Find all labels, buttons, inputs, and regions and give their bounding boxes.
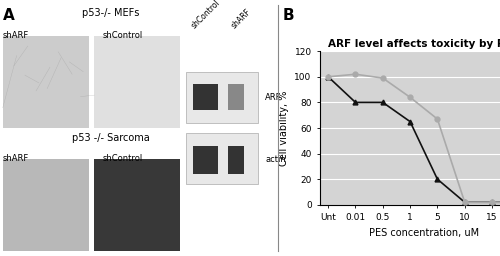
FancyBboxPatch shape <box>3 36 89 128</box>
Text: p53 -/- Sarcoma: p53 -/- Sarcoma <box>72 133 150 143</box>
Text: shControl: shControl <box>102 31 143 40</box>
Text: A: A <box>3 8 14 23</box>
shControl <box>489 201 495 204</box>
Text: shControl: shControl <box>102 154 143 163</box>
FancyBboxPatch shape <box>186 133 258 184</box>
shARF <box>352 73 358 76</box>
FancyBboxPatch shape <box>193 84 218 110</box>
shARF <box>407 96 413 99</box>
X-axis label: PES concentration, uM: PES concentration, uM <box>368 228 479 238</box>
shARF <box>325 75 331 78</box>
FancyBboxPatch shape <box>94 159 180 251</box>
shControl <box>380 101 386 104</box>
FancyBboxPatch shape <box>3 159 89 251</box>
shARF <box>380 77 386 80</box>
shARF <box>489 201 495 204</box>
Text: shARF: shARF <box>3 31 29 40</box>
FancyBboxPatch shape <box>94 36 180 128</box>
shControl <box>325 75 331 78</box>
Text: B: B <box>282 8 294 23</box>
shControl <box>462 201 468 204</box>
FancyBboxPatch shape <box>186 72 258 123</box>
Line: shControl: shControl <box>326 74 500 205</box>
Text: shControl: shControl <box>189 0 222 31</box>
shControl <box>407 120 413 123</box>
Title: ARF level affects toxicity by PES: ARF level affects toxicity by PES <box>328 39 500 49</box>
Text: shARF: shARF <box>230 7 253 31</box>
Text: p53-/- MEFs: p53-/- MEFs <box>82 8 140 18</box>
shARF <box>462 201 468 204</box>
Y-axis label: Cell viability, %: Cell viability, % <box>279 90 289 166</box>
shControl <box>352 101 358 104</box>
Text: actin: actin <box>265 155 286 165</box>
shARF <box>434 118 440 121</box>
FancyBboxPatch shape <box>228 146 244 174</box>
Text: ARF: ARF <box>265 93 281 102</box>
Line: shARF: shARF <box>326 72 500 205</box>
Text: shARF: shARF <box>3 154 29 163</box>
FancyBboxPatch shape <box>228 84 244 110</box>
shControl <box>434 178 440 181</box>
FancyBboxPatch shape <box>193 146 218 174</box>
